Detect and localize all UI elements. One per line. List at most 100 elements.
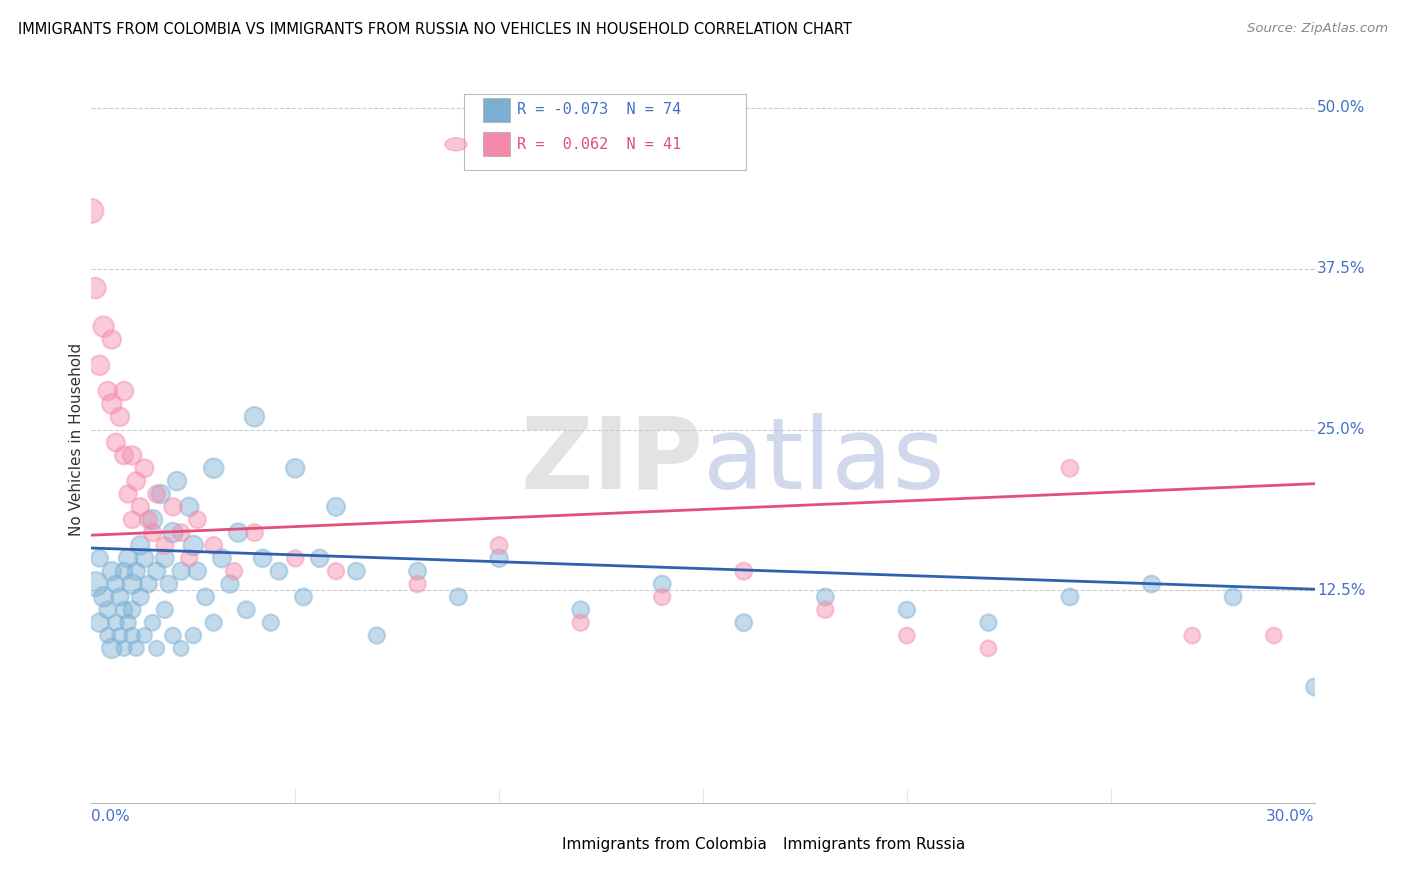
Point xyxy=(121,513,143,527)
Point xyxy=(219,577,242,591)
Point xyxy=(129,590,152,604)
Point xyxy=(101,333,124,347)
Point xyxy=(145,641,167,656)
Circle shape xyxy=(484,137,509,152)
Point xyxy=(267,564,290,578)
Point xyxy=(252,551,274,566)
Point xyxy=(89,359,111,373)
Point xyxy=(406,577,429,591)
Text: 12.5%: 12.5% xyxy=(1317,583,1365,598)
Point xyxy=(153,603,176,617)
Point xyxy=(733,615,755,630)
Point xyxy=(108,409,131,424)
Point xyxy=(162,525,184,540)
Point xyxy=(202,461,225,475)
Point xyxy=(145,487,167,501)
Text: 0.0%: 0.0% xyxy=(91,809,131,824)
Point xyxy=(366,628,388,642)
Point xyxy=(141,615,163,630)
Point xyxy=(134,551,156,566)
Point xyxy=(1303,680,1326,694)
Point xyxy=(325,564,347,578)
Point xyxy=(134,628,156,642)
Point xyxy=(108,590,131,604)
Point xyxy=(129,539,152,553)
Point xyxy=(170,641,193,656)
Point xyxy=(1059,461,1081,475)
Point xyxy=(117,615,139,630)
Point xyxy=(125,641,148,656)
Text: 30.0%: 30.0% xyxy=(1267,809,1315,824)
Point xyxy=(170,564,193,578)
Point xyxy=(179,500,201,514)
Point xyxy=(141,513,163,527)
Point xyxy=(121,603,143,617)
Point xyxy=(222,564,246,578)
Text: 50.0%: 50.0% xyxy=(1317,101,1365,115)
Point xyxy=(488,551,510,566)
Point xyxy=(101,564,124,578)
Text: Immigrants from Russia: Immigrants from Russia xyxy=(783,838,965,853)
Text: 25.0%: 25.0% xyxy=(1317,422,1365,437)
Point xyxy=(488,539,510,553)
Point xyxy=(117,487,139,501)
Point xyxy=(101,641,124,656)
Circle shape xyxy=(444,137,467,151)
Point xyxy=(162,500,184,514)
Point xyxy=(1140,577,1163,591)
Point xyxy=(260,615,283,630)
FancyBboxPatch shape xyxy=(464,94,745,170)
Point xyxy=(1181,628,1204,642)
Point xyxy=(896,628,918,642)
Point xyxy=(97,628,120,642)
Point xyxy=(308,551,330,566)
Point xyxy=(292,590,315,604)
Point xyxy=(121,577,143,591)
Point xyxy=(104,577,127,591)
Point xyxy=(569,615,592,630)
Bar xyxy=(482,132,510,156)
Point xyxy=(186,513,208,527)
Point xyxy=(284,551,307,566)
Point xyxy=(183,628,205,642)
Point xyxy=(149,487,172,501)
Point xyxy=(141,525,163,540)
Point xyxy=(89,615,111,630)
Point xyxy=(153,551,176,566)
Point xyxy=(101,397,124,411)
Point xyxy=(80,203,103,218)
Point xyxy=(202,539,225,553)
Point xyxy=(112,564,135,578)
Point xyxy=(1222,590,1244,604)
Text: 37.5%: 37.5% xyxy=(1317,261,1365,277)
Point xyxy=(235,603,257,617)
Point xyxy=(977,641,1000,656)
Point xyxy=(138,513,160,527)
Point xyxy=(117,551,139,566)
Point xyxy=(104,435,127,450)
Text: R =  0.062  N = 41: R = 0.062 N = 41 xyxy=(517,136,682,152)
Point xyxy=(814,590,837,604)
Point xyxy=(243,409,266,424)
Point xyxy=(1059,590,1081,604)
Y-axis label: No Vehicles in Household: No Vehicles in Household xyxy=(69,343,84,536)
Point xyxy=(108,628,131,642)
Point xyxy=(112,641,135,656)
Point xyxy=(104,615,127,630)
Point xyxy=(129,500,152,514)
Bar xyxy=(482,98,510,122)
Point xyxy=(97,603,120,617)
Point xyxy=(194,590,217,604)
Text: Source: ZipAtlas.com: Source: ZipAtlas.com xyxy=(1247,22,1388,36)
Point xyxy=(651,590,673,604)
Point xyxy=(170,525,193,540)
Text: R = -0.073  N = 74: R = -0.073 N = 74 xyxy=(517,103,682,118)
Point xyxy=(284,461,307,475)
Point xyxy=(202,615,225,630)
Point xyxy=(112,603,135,617)
Point xyxy=(145,564,167,578)
Bar xyxy=(745,835,773,855)
Point xyxy=(243,525,266,540)
Point xyxy=(138,577,160,591)
Point xyxy=(112,449,135,463)
